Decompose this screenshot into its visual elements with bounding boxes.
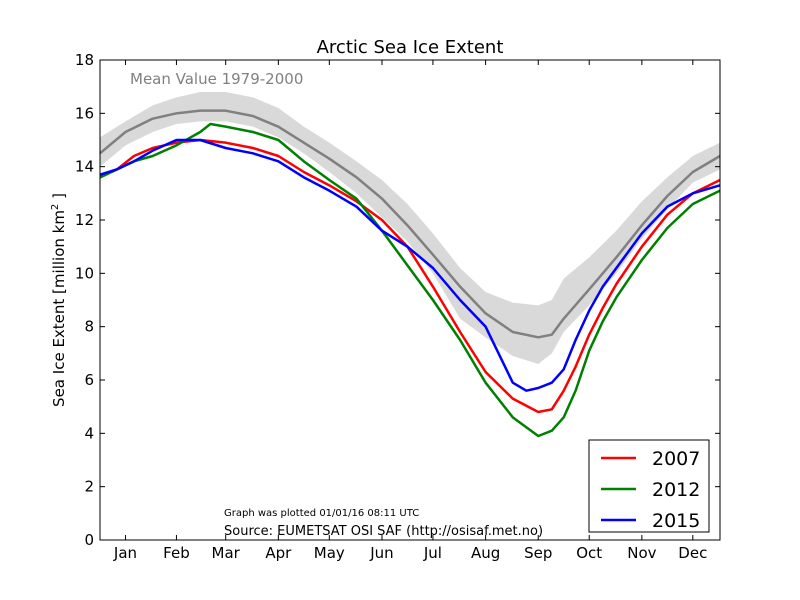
- y-tick-label: 8: [84, 318, 94, 336]
- x-tick-label-jan: Jan: [113, 544, 137, 562]
- x-tick-label-jul: Jul: [423, 544, 442, 562]
- y-tick-label: 2: [84, 478, 94, 496]
- x-tick-label-dec: Dec: [678, 544, 707, 562]
- y-tick-label: 4: [84, 424, 94, 442]
- legend-label-2007: 2007: [652, 448, 700, 470]
- chart-title: Arctic Sea Ice Extent: [317, 37, 504, 58]
- y-tick-label: 16: [75, 104, 94, 122]
- x-tick-label-aug: Aug: [471, 544, 500, 562]
- legend: 2007 2012 2015: [588, 439, 710, 533]
- y-axis-label: Sea Ice Extent [million km2 ]: [50, 193, 68, 407]
- y-tick-label: 18: [75, 51, 94, 69]
- x-tick-label-mar: Mar: [212, 544, 241, 562]
- legend-label-2012: 2012: [652, 479, 700, 501]
- y-tick-label: 14: [75, 158, 94, 176]
- x-tick-label-oct: Oct: [576, 544, 602, 562]
- legend-box: [588, 439, 710, 533]
- y-tick-label: 6: [84, 371, 94, 389]
- x-tick-label-nov: Nov: [627, 544, 656, 562]
- axes: 0 2 4 6 8 10 12 14 16 18 Jan Feb Mar Apr May Jun Jul Aug S…: [75, 51, 720, 562]
- y-tick-label: 0: [84, 531, 94, 549]
- source-note: Source: EUMETSAT OSI SAF (http://osisaf.…: [224, 524, 543, 539]
- plot-area: [99, 92, 721, 438]
- x-tick-label-apr: Apr: [265, 544, 292, 562]
- x-tick-label-jun: Jun: [369, 544, 393, 562]
- plot-frame: [99, 59, 721, 541]
- y-axis-label-end: ]: [50, 193, 68, 204]
- series-line-mean: [99, 109, 721, 339]
- x-tick-label-sep: Sep: [524, 544, 552, 562]
- y-tick-label: 12: [75, 211, 94, 229]
- legend-label-2015: 2015: [652, 510, 700, 532]
- mean-value-label: Mean Value 1979-2000: [130, 70, 303, 88]
- y-axis-label-superscript: 2: [50, 204, 61, 210]
- series-line-2012: [99, 122, 721, 438]
- plotted-note: Graph was plotted 01/01/16 08:11 UTC: [224, 508, 419, 519]
- series-line-2015: [99, 138, 721, 392]
- x-tick-label-may: May: [314, 544, 345, 562]
- y-tick-label: 10: [75, 264, 94, 282]
- y-axis-label-main: Sea Ice Extent [million km: [50, 210, 68, 407]
- x-tick-label-feb: Feb: [163, 544, 190, 562]
- series-line-2007: [99, 138, 721, 414]
